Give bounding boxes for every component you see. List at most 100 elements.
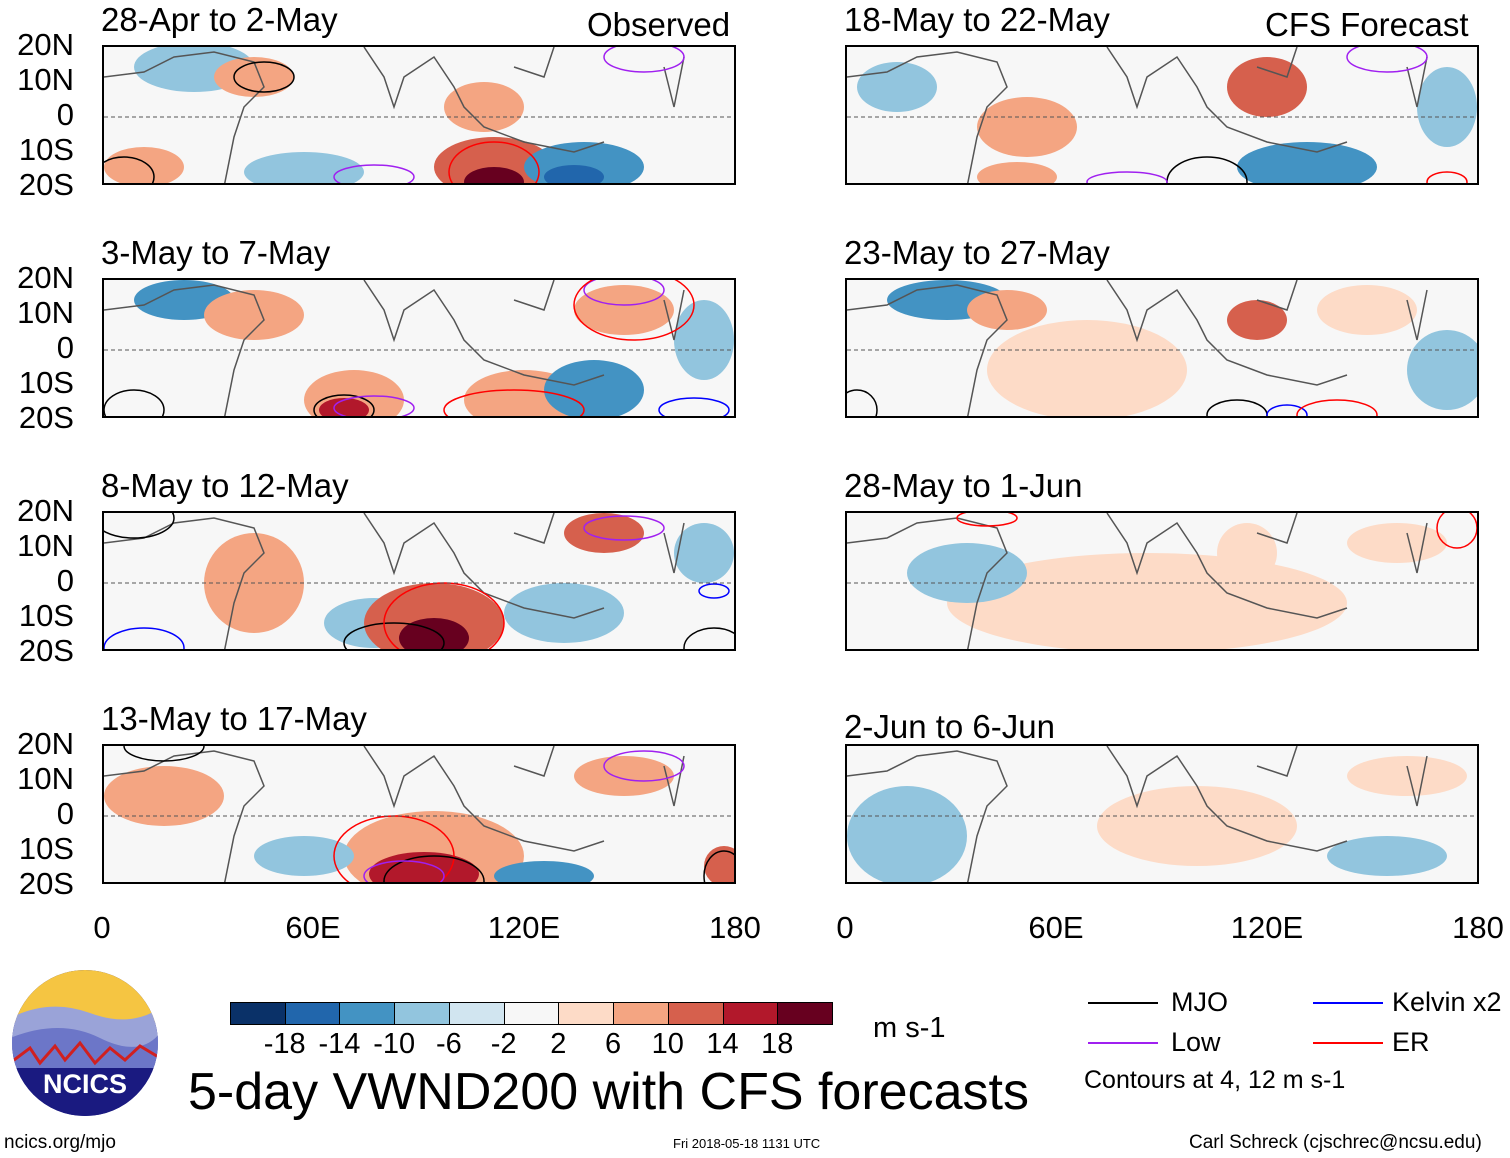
legend-note: Contours at 4, 12 m s-1 bbox=[1084, 1066, 1346, 1094]
legend-label-low: Low bbox=[1171, 1027, 1221, 1057]
wave-contour bbox=[363, 860, 445, 882]
colorbar-swatch bbox=[339, 1002, 396, 1025]
shading-region bbox=[847, 786, 967, 882]
legend-line-kelvin bbox=[1313, 1002, 1383, 1004]
lon-tick-label: 0 bbox=[836, 910, 854, 945]
shading-region bbox=[1327, 836, 1447, 876]
coastline bbox=[104, 280, 685, 416]
shading-region bbox=[444, 82, 524, 132]
map-panel bbox=[102, 45, 736, 185]
lon-tick-label: 180 bbox=[1452, 910, 1504, 945]
wave-contour bbox=[1346, 47, 1428, 73]
shading-region bbox=[977, 162, 1057, 183]
wave-contour bbox=[104, 627, 185, 649]
panel-title: 28-May to 1-Jun bbox=[844, 467, 1083, 504]
shading-region bbox=[574, 285, 674, 335]
legend-label-er: ER bbox=[1392, 1027, 1430, 1057]
shading-region bbox=[494, 861, 594, 882]
shading-region bbox=[987, 320, 1187, 416]
colorbar-label: -18 bbox=[263, 1028, 306, 1060]
map-panel bbox=[845, 278, 1479, 418]
wave-contour bbox=[383, 855, 485, 882]
colorbar-swatch bbox=[230, 1002, 286, 1025]
shading-region bbox=[1227, 300, 1287, 340]
wave-contour bbox=[1206, 399, 1268, 416]
lat-tick-label: 0 bbox=[56, 330, 74, 365]
shading-region bbox=[434, 137, 554, 183]
lon-tick-label: 0 bbox=[93, 910, 111, 945]
shading-region bbox=[364, 583, 504, 649]
map-panel bbox=[845, 511, 1479, 651]
panel-title: 13-May to 17-May bbox=[101, 700, 367, 737]
colorbar-label: -10 bbox=[373, 1028, 416, 1060]
shading-region bbox=[104, 766, 224, 826]
lat-tick-label: 10N bbox=[17, 528, 74, 563]
shading-region bbox=[674, 523, 734, 583]
figure-title: 5-day VWND200 with CFS forecasts bbox=[188, 1063, 1029, 1121]
shading-region bbox=[977, 97, 1077, 157]
footer-url[interactable]: ncics.org/mjo bbox=[4, 1132, 116, 1153]
lon-tick-label: 60E bbox=[285, 910, 341, 945]
shading-region bbox=[704, 846, 734, 882]
wave-contour bbox=[333, 164, 415, 183]
lat-tick-label: 20S bbox=[18, 167, 74, 202]
colorbar-label: 18 bbox=[761, 1028, 794, 1060]
shading-region bbox=[464, 167, 524, 183]
colorbar-label: 10 bbox=[651, 1028, 684, 1060]
legend-line-low bbox=[1088, 1042, 1158, 1044]
coastline bbox=[104, 47, 685, 183]
wave-contour bbox=[583, 280, 665, 306]
shading-region bbox=[1347, 523, 1447, 563]
lon-tick-label: 60E bbox=[1028, 910, 1084, 945]
lat-tick-label: 20S bbox=[18, 866, 74, 901]
wave-contour bbox=[1296, 399, 1378, 416]
wave-contour bbox=[583, 515, 665, 541]
colorbar-units: m s-1 bbox=[873, 1012, 946, 1044]
colorbar-label: -6 bbox=[436, 1028, 462, 1060]
panel-title: 23-May to 27-May bbox=[844, 234, 1110, 271]
shading-region bbox=[544, 165, 604, 183]
lat-tick-label: 20N bbox=[17, 27, 74, 62]
coastline bbox=[847, 47, 1428, 183]
colorbar-label: 6 bbox=[605, 1028, 622, 1060]
colorbar-label: 2 bbox=[550, 1028, 567, 1060]
colorbar-label: -14 bbox=[318, 1028, 361, 1060]
coastline bbox=[104, 513, 685, 649]
map-panel bbox=[102, 511, 736, 651]
lat-tick-label: 10S bbox=[18, 831, 74, 866]
shading-region bbox=[574, 756, 674, 796]
shading-region bbox=[214, 57, 294, 97]
legend-label-kelvin: Kelvin x2 bbox=[1392, 987, 1502, 1017]
shading-region bbox=[1097, 786, 1297, 866]
coastline bbox=[847, 513, 1428, 649]
lat-tick-label: 10S bbox=[18, 132, 74, 167]
colorbar-swatch bbox=[394, 1002, 450, 1025]
coastline bbox=[847, 746, 1428, 882]
wave-contour bbox=[1426, 171, 1468, 183]
shading-region bbox=[564, 513, 644, 553]
wave-contour bbox=[603, 47, 685, 73]
lat-tick-label: 10N bbox=[17, 295, 74, 330]
lon-tick-label: 120E bbox=[1230, 910, 1304, 945]
shading-region bbox=[1347, 756, 1467, 796]
wave-contour bbox=[448, 141, 540, 183]
shading-region bbox=[369, 852, 479, 882]
shading-region bbox=[1317, 285, 1417, 335]
wave-contour bbox=[313, 394, 375, 416]
colorbar-swatch bbox=[777, 1002, 833, 1025]
lat-tick-label: 20N bbox=[17, 493, 74, 528]
wave-contour bbox=[443, 389, 585, 416]
shading-region bbox=[104, 147, 184, 183]
colorbar-label: -2 bbox=[490, 1028, 517, 1060]
wave-contour bbox=[343, 622, 445, 649]
wave-contour bbox=[1086, 171, 1168, 183]
forecast-header: CFS Forecast bbox=[1265, 6, 1469, 43]
shading-region bbox=[1237, 142, 1377, 183]
shading-region bbox=[319, 398, 369, 416]
colorbar-swatch bbox=[722, 1002, 779, 1025]
colorbar-swatch bbox=[613, 1002, 669, 1025]
wave-contour bbox=[104, 389, 165, 416]
colorbar-swatch bbox=[667, 1002, 724, 1025]
lat-tick-label: 10S bbox=[18, 598, 74, 633]
lat-tick-label: 10N bbox=[17, 62, 74, 97]
